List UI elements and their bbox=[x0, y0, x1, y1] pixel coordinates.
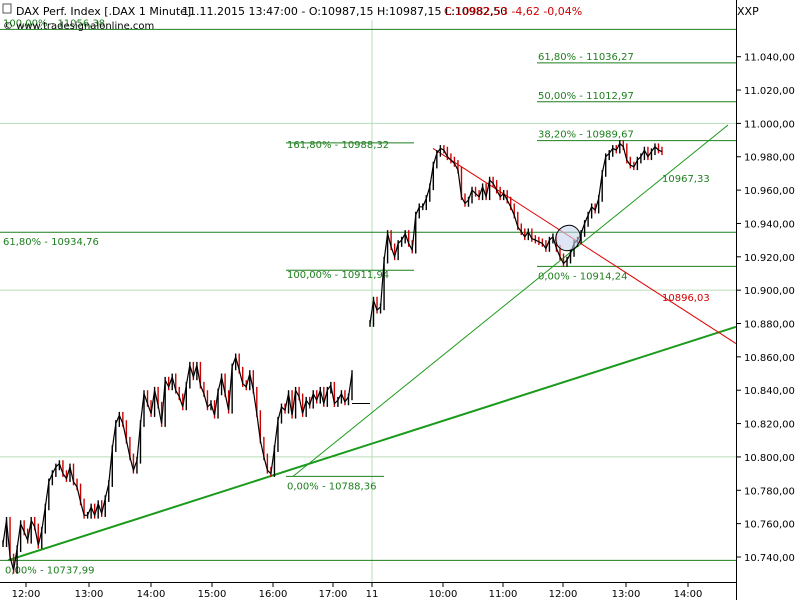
x-tick-label: 12:00 bbox=[549, 589, 578, 600]
y-tick-label: 10.760,00 bbox=[744, 520, 795, 531]
crossing-marker bbox=[555, 224, 581, 252]
trend-value-label: 10967,33 bbox=[662, 174, 710, 185]
x-tick-label: 11 bbox=[366, 589, 379, 600]
axis-code: XXP bbox=[737, 5, 759, 18]
x-axis: 12:00 13:00 14:00 15:00 16:00 17:00 11 10:00 11:… bbox=[12, 582, 703, 600]
fib-level-label: 0,00% - 10914,24 bbox=[538, 271, 627, 282]
header-box-icon bbox=[2, 3, 12, 14]
y-tick-label: 10.780,00 bbox=[744, 486, 795, 497]
trendline bbox=[292, 124, 729, 477]
header-ohlc: 11.11.2015 13:47:00 - O:10987,15 H:10987… bbox=[182, 5, 507, 18]
y-axis: 10.740,00 10.760,00 10.780,00 10.800,00 10.8… bbox=[736, 53, 795, 564]
crossing-ellipse bbox=[555, 224, 581, 252]
fib-level-label: 38,20% - 10989,67 bbox=[538, 130, 634, 141]
fib-level-label: 0,00% - 10788,36 bbox=[287, 481, 376, 492]
y-tick-label: 10.980,00 bbox=[744, 153, 795, 164]
y-tick-label: 10.900,00 bbox=[744, 286, 795, 297]
header-close: C:10982,53 -4,62 -0,04% bbox=[444, 5, 582, 18]
fib-level-label: 50,00% - 11012,97 bbox=[538, 91, 634, 102]
y-tick-label: 10.740,00 bbox=[744, 553, 795, 564]
y-tick-label: 10.940,00 bbox=[744, 219, 795, 230]
trend-value-label: 10896,03 bbox=[662, 293, 710, 304]
y-tick-label: 10.860,00 bbox=[744, 353, 795, 364]
trendlines: 10967,33 10896,03 bbox=[7, 124, 737, 562]
chart-header: DAX Perf. Index [.DAX 1 Minute] 11.11.20… bbox=[2, 3, 759, 32]
fib-level-label: 61,80% - 10934,76 bbox=[3, 237, 99, 248]
trendline bbox=[7, 325, 737, 562]
fib-level-label: 61,80% - 11036,27 bbox=[538, 52, 634, 63]
fib-level-label: 100,00% - 11056,38 bbox=[3, 18, 105, 29]
fib-levels: 100,00% - 11056,38 61,80% - 10934,76 0,00%… bbox=[0, 18, 736, 576]
y-tick-label: 10.960,00 bbox=[744, 186, 795, 197]
price-line bbox=[369, 142, 663, 324]
y-tick-label: 10.800,00 bbox=[744, 453, 795, 464]
y-tick-label: 11.040,00 bbox=[744, 53, 795, 64]
y-tick-label: 10.840,00 bbox=[744, 386, 795, 397]
fib-level-label: 100,00% - 10911,94 bbox=[287, 270, 389, 281]
x-tick-label: 11:00 bbox=[489, 589, 518, 600]
trendline bbox=[432, 147, 737, 344]
y-tick-label: 11.020,00 bbox=[744, 86, 795, 97]
y-tick-label: 11.000,00 bbox=[744, 119, 795, 130]
y-tick-label: 10.880,00 bbox=[744, 320, 795, 331]
x-tick-label: 13:00 bbox=[75, 589, 104, 600]
x-tick-label: 13:00 bbox=[612, 589, 641, 600]
fib-level-label: 0,00% - 10737,99 bbox=[5, 565, 94, 576]
x-tick-label: 14:00 bbox=[137, 589, 166, 600]
x-tick-label: 17:00 bbox=[319, 589, 348, 600]
header-instrument: DAX Perf. Index [.DAX 1 Minute] bbox=[16, 5, 191, 18]
x-tick-label: 15:00 bbox=[198, 589, 227, 600]
x-tick-label: 14:00 bbox=[674, 589, 703, 600]
watermark: © www.tradesignalonline.com bbox=[3, 21, 154, 32]
y-tick-label: 10.920,00 bbox=[744, 253, 795, 264]
chart-grid bbox=[0, 0, 737, 600]
x-tick-label: 10:00 bbox=[429, 589, 458, 600]
y-tick-label: 10.820,00 bbox=[744, 420, 795, 431]
price-series bbox=[2, 140, 663, 574]
fib-level-label: 161,80% - 10988,32 bbox=[287, 140, 389, 151]
x-tick-label: 16:00 bbox=[259, 589, 288, 600]
price-line bbox=[2, 354, 353, 571]
x-tick-label: 12:00 bbox=[12, 589, 41, 600]
